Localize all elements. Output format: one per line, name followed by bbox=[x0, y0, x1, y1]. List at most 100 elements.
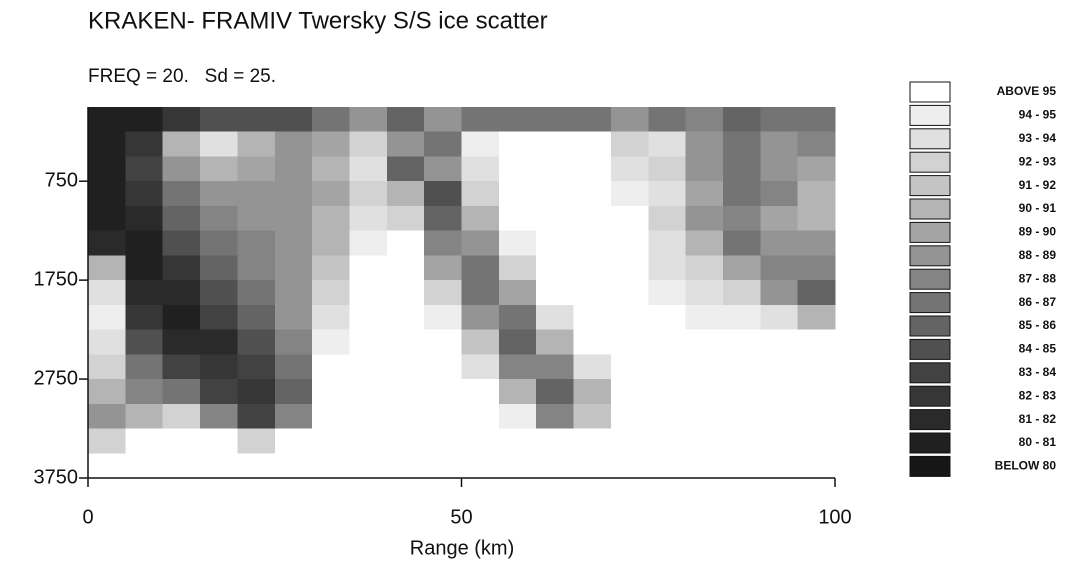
heat-cell bbox=[722, 205, 761, 232]
x-axis-label: Range (km) bbox=[410, 537, 514, 559]
heat-cell bbox=[125, 205, 164, 232]
heat-cell bbox=[648, 280, 687, 306]
heat-cell bbox=[88, 107, 126, 133]
heat-cell bbox=[610, 379, 649, 405]
heat-cell bbox=[200, 329, 238, 355]
heat-cell bbox=[424, 107, 462, 133]
heat-cell bbox=[386, 156, 425, 182]
heat-cell bbox=[760, 329, 799, 355]
heat-cell bbox=[722, 453, 761, 479]
heat-cell bbox=[461, 379, 500, 405]
heat-cell bbox=[461, 280, 500, 306]
legend-label: 90 - 91 bbox=[1019, 201, 1057, 215]
heat-cell bbox=[349, 428, 388, 454]
heat-cell bbox=[125, 354, 164, 380]
heat-cell bbox=[797, 181, 836, 207]
heat-cell bbox=[349, 181, 388, 207]
heat-cell bbox=[461, 181, 500, 207]
heat-cell bbox=[610, 156, 649, 182]
legend-label: 81 - 82 bbox=[1019, 412, 1057, 426]
heat-cell bbox=[200, 403, 238, 430]
heat-cell bbox=[386, 205, 425, 232]
heat-cell bbox=[648, 354, 687, 380]
legend-swatch bbox=[909, 455, 951, 477]
heat-cell bbox=[722, 131, 761, 157]
heat-cell bbox=[610, 428, 649, 454]
legend-swatch bbox=[909, 221, 951, 243]
heat-cell bbox=[760, 453, 799, 479]
heat-cell bbox=[573, 428, 612, 454]
heat-cell bbox=[237, 379, 276, 405]
heat-cell bbox=[424, 156, 462, 182]
heat-cell bbox=[312, 379, 350, 405]
heat-cell bbox=[386, 107, 425, 133]
heat-cell bbox=[461, 255, 500, 281]
heat-cell bbox=[162, 280, 201, 306]
heat-cell bbox=[162, 255, 201, 281]
heat-cell bbox=[424, 255, 462, 281]
legend-swatch bbox=[909, 362, 951, 384]
heat-cell bbox=[573, 181, 612, 207]
x-tick-label: 0 bbox=[82, 506, 93, 528]
heat-cell bbox=[349, 280, 388, 306]
heat-cell bbox=[162, 181, 201, 207]
heat-cell bbox=[573, 304, 612, 331]
heat-cell bbox=[536, 453, 575, 479]
heat-cell bbox=[648, 107, 687, 133]
heat-cell bbox=[349, 107, 388, 133]
heat-cell bbox=[722, 329, 761, 355]
heat-cell bbox=[312, 329, 350, 355]
heat-cell bbox=[274, 453, 313, 479]
heat-cell bbox=[125, 230, 164, 256]
heat-cell bbox=[722, 230, 761, 256]
heat-cell bbox=[648, 304, 687, 331]
heat-cell bbox=[125, 329, 164, 355]
heat-cell bbox=[760, 428, 799, 454]
heat-cell bbox=[685, 280, 724, 306]
heat-cell bbox=[274, 304, 313, 331]
heat-cell bbox=[88, 329, 126, 355]
legend-label: ABOVE 95 bbox=[997, 84, 1057, 98]
heat-cell bbox=[797, 107, 836, 133]
y-tick-label: 2750 bbox=[34, 367, 79, 389]
legend-label: 84 - 85 bbox=[1019, 342, 1057, 356]
heat-cell bbox=[200, 428, 238, 454]
heat-cell bbox=[536, 230, 575, 256]
heat-cell bbox=[536, 379, 575, 405]
heat-cell bbox=[648, 181, 687, 207]
heat-cell bbox=[760, 156, 799, 182]
heat-cell bbox=[237, 181, 276, 207]
legend-label: 91 - 92 bbox=[1019, 178, 1057, 192]
heat-cell bbox=[349, 156, 388, 182]
heat-cell bbox=[797, 354, 836, 380]
heat-cell bbox=[610, 403, 649, 430]
heat-cell bbox=[386, 453, 425, 479]
heat-cell bbox=[312, 453, 350, 479]
heat-cell bbox=[536, 428, 575, 454]
heat-cell bbox=[648, 230, 687, 256]
heat-cell bbox=[312, 107, 350, 133]
legend-label: 82 - 83 bbox=[1019, 388, 1057, 402]
heat-cell bbox=[573, 329, 612, 355]
heat-cell bbox=[685, 131, 724, 157]
heat-cell bbox=[349, 230, 388, 256]
heat-cell bbox=[88, 205, 126, 232]
heat-cell bbox=[760, 403, 799, 430]
heat-cell bbox=[424, 403, 462, 430]
heat-cell bbox=[610, 354, 649, 380]
heat-cell bbox=[125, 428, 164, 454]
heat-cell bbox=[162, 354, 201, 380]
heat-cell bbox=[760, 181, 799, 207]
heat-cell bbox=[498, 453, 537, 479]
chart-title: KRAKEN- FRAMIV Twersky S/S ice scatter bbox=[88, 7, 548, 34]
heat-cell bbox=[424, 453, 462, 479]
heat-cell bbox=[722, 354, 761, 380]
heat-cell bbox=[648, 255, 687, 281]
heat-cell bbox=[797, 403, 836, 430]
heat-cell bbox=[685, 107, 724, 133]
heat-cell bbox=[274, 255, 313, 281]
heat-cell bbox=[312, 255, 350, 281]
heat-cell bbox=[573, 403, 612, 430]
heat-cell bbox=[125, 131, 164, 157]
